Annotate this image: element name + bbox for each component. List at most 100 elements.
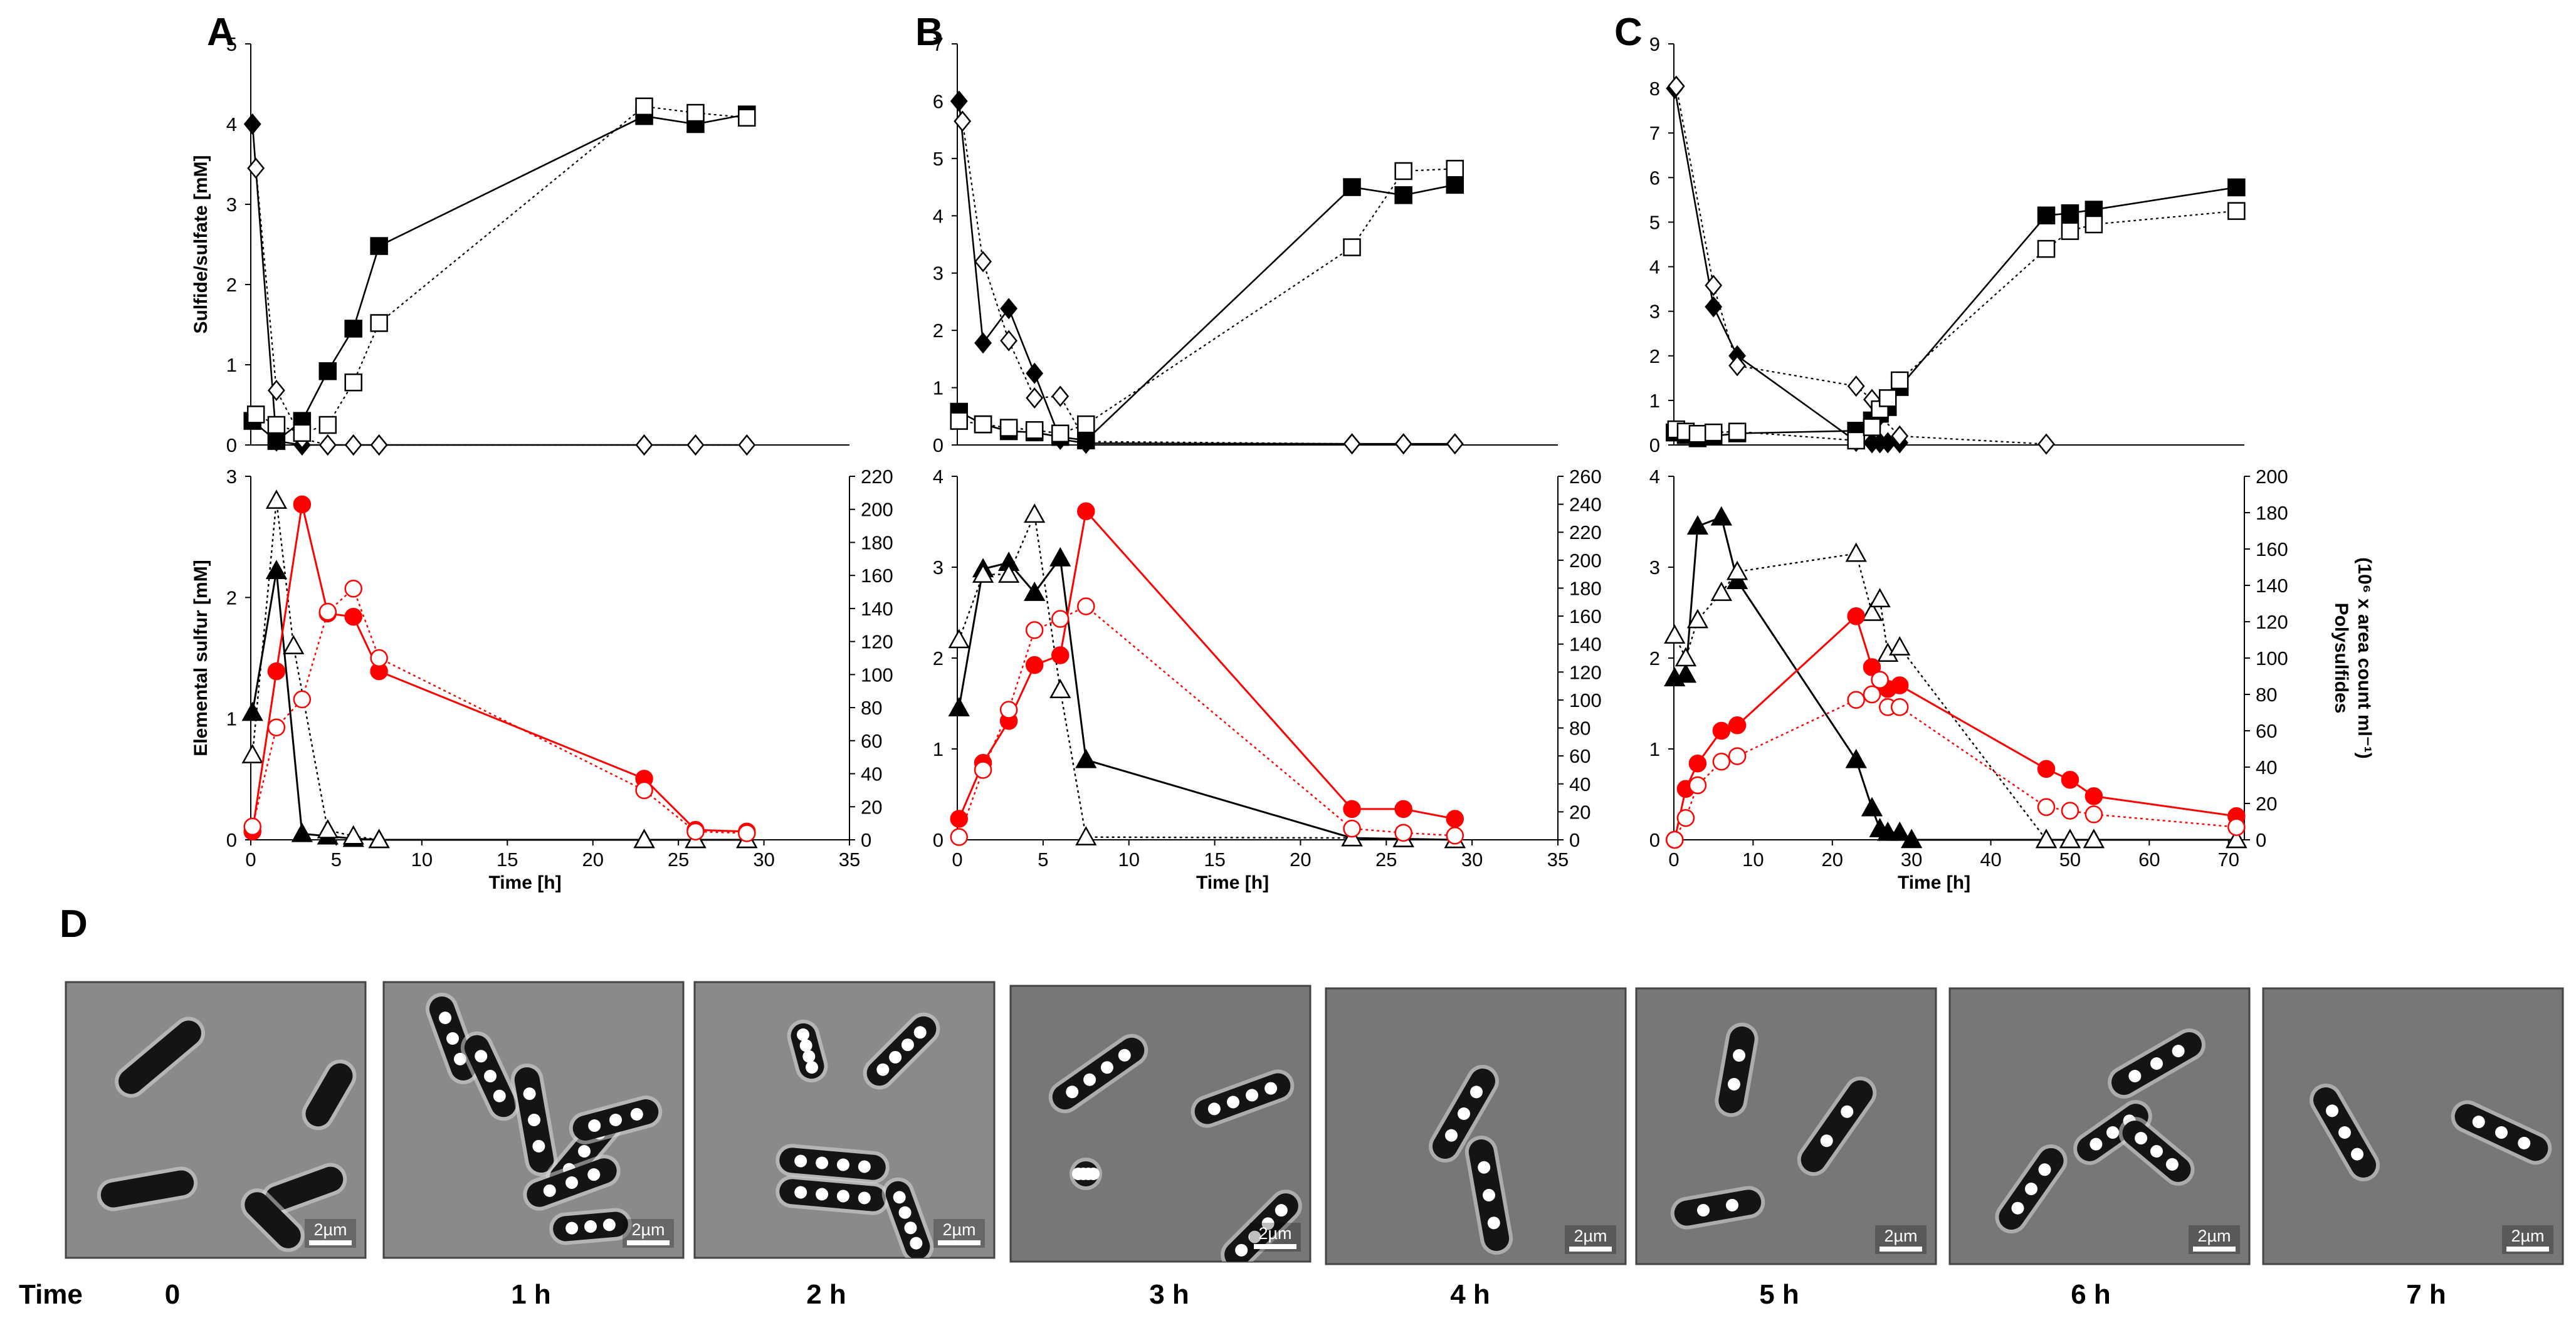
data-point xyxy=(283,635,305,654)
y2-tick-label: 40 xyxy=(861,763,882,785)
bacterial-cell xyxy=(775,1175,890,1215)
scale-bar xyxy=(938,1240,980,1245)
data-point xyxy=(1394,186,1412,204)
data-point xyxy=(1075,748,1097,768)
micrograph-0: 2µm xyxy=(65,981,367,1259)
series-polysulfides-replicate xyxy=(950,597,1464,846)
sulfur-globule xyxy=(1733,1049,1746,1062)
data-point xyxy=(738,108,756,127)
data-point xyxy=(1664,624,1686,644)
sulfur-globule xyxy=(2025,1183,2037,1196)
sulfur-globule xyxy=(2172,1045,2185,1057)
series-polysulfides xyxy=(1666,607,2246,849)
data-point xyxy=(1049,679,1071,698)
sulfur-globule xyxy=(802,1050,816,1063)
y-tick-label: 4 xyxy=(1649,466,1660,488)
y-tick-label: 2 xyxy=(226,274,237,296)
y2-tick-label: 120 xyxy=(861,631,893,653)
cell-body xyxy=(1674,1190,1762,1226)
scale-bar xyxy=(309,1240,352,1245)
data-point xyxy=(2037,433,2055,455)
series-sulfur xyxy=(1664,506,2247,849)
data-point xyxy=(1051,424,1070,442)
micrograph-1: 2µm xyxy=(382,981,685,1259)
x-tick-label: 10 xyxy=(1742,849,1764,871)
data-point xyxy=(2061,802,2079,820)
bottom-plot: 0123402040608010012014016018020022024026… xyxy=(933,466,1602,893)
sulfur-globule xyxy=(528,1114,541,1126)
series-polysulfides-replicate xyxy=(243,580,756,842)
scale-bar-label: 2µm xyxy=(2197,1226,2231,1245)
data-point xyxy=(1077,502,1095,521)
data-point xyxy=(1077,597,1095,615)
series-line xyxy=(1674,516,2237,841)
sulfur-globule xyxy=(799,1039,812,1052)
time-label-1: 1 h xyxy=(511,1279,551,1310)
series-sulfate-replicate xyxy=(950,160,1464,442)
data-point xyxy=(342,825,364,845)
data-point xyxy=(1879,389,1897,407)
sulfur-globule xyxy=(484,1070,497,1082)
data-point xyxy=(1666,830,1684,849)
sulfur-globule xyxy=(2011,1201,2024,1215)
y-tick-label: 0 xyxy=(226,829,237,851)
scale-bar-label: 2µm xyxy=(313,1220,347,1239)
data-point xyxy=(1025,621,1044,639)
data-point xyxy=(1891,425,1909,447)
y-tick-label: 1 xyxy=(1649,738,1660,760)
data-point xyxy=(368,829,390,849)
sulfur-globule xyxy=(475,1050,488,1063)
y-tick-label: 6 xyxy=(1649,167,1660,189)
sulfur-globule xyxy=(805,1061,818,1074)
x-tick-label: 40 xyxy=(1980,849,2001,871)
y-tick-label: 2 xyxy=(933,647,944,669)
bacterial-cell xyxy=(549,1208,632,1245)
series-sulfate xyxy=(1666,178,2246,447)
bacterial-cell xyxy=(863,1012,940,1090)
data-point xyxy=(2061,204,2079,222)
bacterial-cell xyxy=(1797,1076,1877,1176)
data-point xyxy=(265,489,288,509)
time-label-7: 7 h xyxy=(2406,1279,2446,1310)
data-point xyxy=(344,580,362,598)
sulfur-globule xyxy=(901,1038,914,1052)
data-point xyxy=(1024,582,1046,601)
top-plot: 0 1 2 3 4 5 6 7 8 9 xyxy=(1649,33,2246,456)
data-point xyxy=(1879,432,1897,454)
y-tick-label: 1 xyxy=(1649,390,1660,412)
sulfur-globule xyxy=(1727,1077,1740,1090)
data-point xyxy=(1890,371,1909,390)
y2-tick-label: 60 xyxy=(1569,745,1590,767)
top-plot: 0 1 2 3 4 5 6 7 xyxy=(933,33,1558,456)
scale-bar-label: 2µm xyxy=(2511,1226,2544,1245)
data-point xyxy=(948,629,970,649)
cell-body xyxy=(244,1192,301,1248)
series-line xyxy=(255,105,747,434)
sulfur-globule xyxy=(1083,1073,1096,1086)
micrograph-cells xyxy=(97,1017,357,1252)
y2-tick-label: 200 xyxy=(1569,550,1602,572)
micrograph-cells xyxy=(425,993,663,1245)
y2-tick-label: 0 xyxy=(861,829,871,851)
data-point xyxy=(1686,609,1709,629)
y-tick-label: 3 xyxy=(226,466,237,488)
data-point xyxy=(267,432,286,450)
data-point xyxy=(1705,275,1723,296)
series-sulfide-replicate xyxy=(1667,75,2055,455)
series-line xyxy=(962,121,1455,445)
data-point xyxy=(1051,610,1070,628)
data-point xyxy=(1889,636,1911,656)
sulfur-globule xyxy=(836,1158,849,1171)
data-point xyxy=(1861,797,1883,817)
sulfur-globule xyxy=(1483,1189,1495,1201)
sulfur-globule xyxy=(439,1012,452,1025)
y2-tick-label: 220 xyxy=(861,466,893,488)
y2-tick-label: 200 xyxy=(2256,466,2288,488)
micrograph-background xyxy=(693,981,996,1259)
bacterial-cell xyxy=(2451,1100,2552,1165)
data-point xyxy=(1446,810,1464,828)
data-point xyxy=(2037,798,2056,817)
series-sulfur-replicate xyxy=(241,489,758,849)
